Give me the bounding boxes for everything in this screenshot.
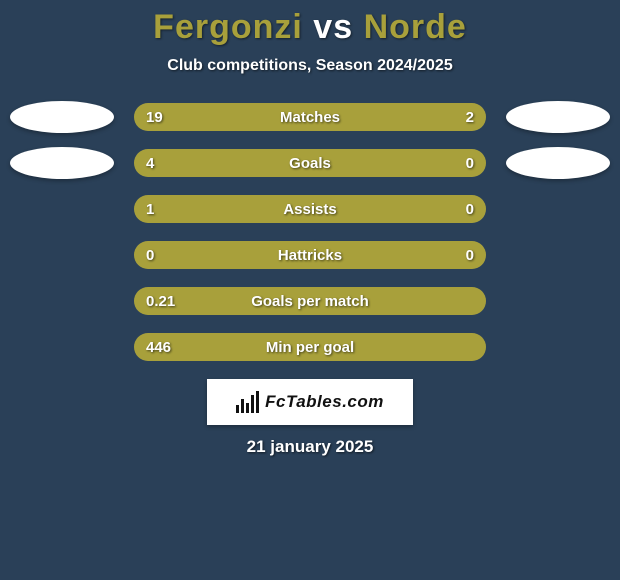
stat-row: 10Assists [0, 195, 620, 223]
club-oval-right [506, 147, 610, 179]
stat-row: 192Matches [0, 103, 620, 131]
vs-text: vs [313, 8, 353, 46]
bar-left-fill [134, 149, 451, 177]
stat-bar: 192Matches [134, 103, 486, 131]
stat-row: 40Goals [0, 149, 620, 177]
bar-right-fill [416, 195, 486, 223]
bar-left-fill [134, 287, 486, 315]
stat-bar: 40Goals [134, 149, 486, 177]
stat-row: 00Hattricks [0, 241, 620, 269]
stats-container: 192Matches 40Goals 10Assists 00Hattricks 0.2… [0, 103, 620, 361]
stat-bar: 446Min per goal [134, 333, 486, 361]
date-text: 21 january 2025 [0, 437, 620, 457]
club-oval-right [506, 101, 610, 133]
bar-left-fill [134, 195, 416, 223]
stat-bar: 00Hattricks [134, 241, 486, 269]
subtitle: Club competitions, Season 2024/2025 [0, 57, 620, 75]
fctables-logo: FcTables.com [207, 379, 413, 425]
player1-name: Fergonzi [153, 8, 303, 46]
bar-right-fill [402, 103, 486, 131]
stat-bar: 10Assists [134, 195, 486, 223]
stat-row: 0.21Goals per match [0, 287, 620, 315]
comparison-card: Fergonzi vs Norde Club competitions, Sea… [0, 0, 620, 457]
stat-bar: 0.21Goals per match [134, 287, 486, 315]
club-oval-left [10, 101, 114, 133]
stat-row: 446Min per goal [0, 333, 620, 361]
bar-right-fill [451, 149, 486, 177]
club-oval-left [10, 147, 114, 179]
page-title: Fergonzi vs Norde [0, 8, 620, 47]
bar-right-fill [310, 241, 486, 269]
bar-left-fill [134, 103, 402, 131]
logo-bars-icon [236, 391, 259, 413]
logo-text: FcTables.com [265, 392, 384, 412]
player2-name: Norde [364, 8, 467, 46]
bar-left-fill [134, 241, 310, 269]
bar-left-fill [134, 333, 486, 361]
